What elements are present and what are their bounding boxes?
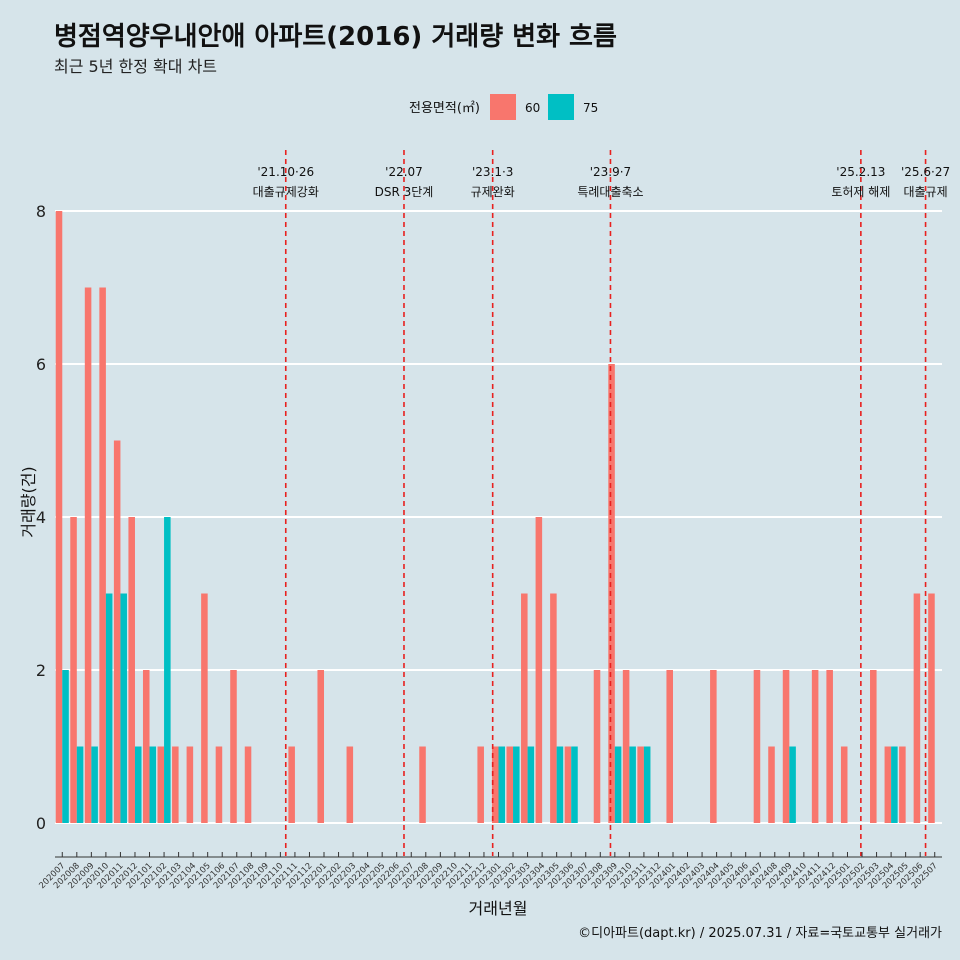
bar-60-202108: [244, 746, 252, 823]
chart-caption: ©디아파트(dapt.kr) / 2025.07.31 / 자료=국토교통부 실…: [578, 926, 942, 941]
bar-60-202308: [593, 670, 601, 823]
annotation-date: '25.6·27: [901, 165, 950, 179]
bar-60-202301: [491, 746, 499, 823]
annotation-label: 대출규제: [903, 185, 947, 199]
y-axis-title: 거래량(건): [19, 466, 38, 537]
bar-75-202303: [527, 746, 535, 823]
bar-75-202310: [629, 746, 636, 823]
bar-75-202302: [513, 746, 520, 823]
bar-60-202501: [840, 746, 848, 823]
x-axis-title: 거래년월: [469, 899, 528, 918]
annotation-label: 특례대출축소: [577, 185, 643, 199]
bar-75-202007: [62, 670, 69, 823]
bar-60-202203: [346, 746, 354, 823]
bar-75-202305: [556, 746, 564, 823]
bar-60-202309: [608, 364, 615, 823]
chart-subtitle: 최근 5년 한정 확대 차트: [54, 57, 218, 76]
bar-60-202111: [288, 746, 295, 823]
bar-60-202007: [55, 211, 63, 823]
annotation-label: 토허제 해제: [831, 185, 890, 199]
bar-75-202012: [134, 746, 142, 823]
bar-75-202311: [643, 746, 651, 823]
bar-60-202103: [172, 746, 179, 823]
bar-75-202409: [789, 746, 796, 823]
annotation-date: '22.07: [385, 165, 423, 179]
bar-60-202407: [753, 670, 761, 823]
bar-60-202201: [317, 670, 325, 823]
bar-75-202306: [571, 746, 578, 823]
bar-75-202011: [120, 593, 127, 823]
bar-60-202011: [113, 440, 121, 823]
y-tick-label: 6: [36, 355, 46, 374]
bar-60-202412: [826, 670, 833, 823]
bar-60-202106: [215, 746, 223, 823]
annotation-label: DSR 3단계: [375, 185, 434, 199]
y-tick-label: 4: [36, 508, 46, 527]
chart-title: 병점역양우내안애 아파트(2016) 거래량 변화 흐름: [54, 22, 617, 52]
annotation-date: '21.10·26: [257, 165, 314, 179]
bar-75-202008: [76, 746, 84, 823]
bar-60-202306: [564, 746, 572, 823]
annotation-label: 규제완화: [471, 185, 515, 199]
legend-title: 전용면적(㎡): [409, 101, 480, 116]
bar-60-202404: [710, 670, 717, 823]
bar-60-202409: [782, 670, 790, 823]
annotation-date: '25.2.13: [836, 165, 885, 179]
bar-60-202012: [128, 517, 135, 823]
legend-label-75: 75: [583, 101, 598, 115]
bar-60-202104: [186, 746, 194, 823]
bar-60-202503: [870, 670, 877, 823]
bar-60-202009: [84, 287, 92, 823]
annotation-date: '23.1·3: [472, 165, 513, 179]
bar-60-202008: [70, 517, 77, 823]
bar-60-202105: [201, 593, 208, 823]
bar-75-202102: [164, 517, 171, 823]
bar-60-202505: [899, 746, 906, 823]
legend-label-60: 60: [525, 101, 540, 115]
y-tick-label: 0: [36, 814, 46, 833]
bar-75-202504: [891, 746, 898, 823]
bar-60-202212: [477, 746, 484, 823]
bar-75-202009: [91, 746, 98, 823]
bar-60-202411: [811, 670, 819, 823]
y-tick-label: 8: [36, 202, 46, 221]
bar-60-202107: [230, 670, 237, 823]
annotation-date: '23.9·7: [590, 165, 631, 179]
bar-60-202310: [622, 670, 630, 823]
bar-75-202101: [149, 746, 157, 823]
legend-swatch-60: [490, 94, 516, 120]
bar-60-202504: [884, 746, 892, 823]
bar-60-202401: [666, 670, 673, 823]
annotation-label: 대출규제강화: [253, 185, 319, 199]
bar-60-202302: [506, 746, 514, 823]
bar-75-202301: [498, 746, 506, 823]
bar-60-202304: [535, 517, 543, 823]
bar-60-202303: [521, 593, 528, 823]
bar-60-202507: [928, 593, 935, 823]
bar-60-202311: [637, 746, 644, 823]
bar-60-202506: [913, 593, 921, 823]
y-tick-label: 2: [36, 661, 46, 680]
bar-60-202010: [99, 287, 106, 823]
bar-60-202101: [142, 670, 150, 823]
bar-60-202408: [768, 746, 775, 823]
bar-75-202010: [105, 593, 113, 823]
bar-60-202208: [419, 746, 426, 823]
bar-60-202102: [157, 746, 165, 823]
bar-75-202309: [614, 746, 622, 823]
bar-60-202305: [550, 593, 557, 823]
legend-swatch-75: [548, 94, 574, 120]
